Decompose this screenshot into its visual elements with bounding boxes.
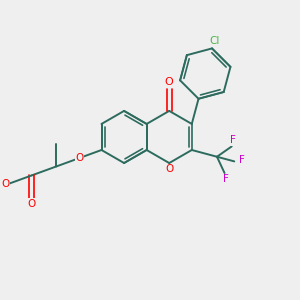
Text: O: O (166, 164, 174, 174)
Text: F: F (239, 155, 245, 165)
Text: O: O (165, 77, 174, 87)
Text: O: O (28, 199, 36, 209)
Text: O: O (75, 153, 83, 163)
Text: Cl: Cl (209, 36, 219, 46)
Text: F: F (230, 135, 236, 145)
Text: O: O (2, 179, 10, 189)
Text: F: F (223, 174, 229, 184)
